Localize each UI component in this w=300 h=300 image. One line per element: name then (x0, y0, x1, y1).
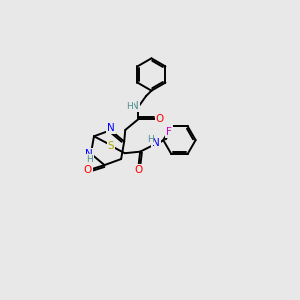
Text: N: N (131, 101, 139, 111)
Text: F: F (166, 127, 172, 136)
Text: S: S (108, 140, 114, 151)
Text: H: H (127, 102, 133, 111)
Text: N: N (152, 138, 160, 148)
Text: O: O (134, 165, 143, 175)
Text: N: N (85, 149, 93, 159)
Text: O: O (156, 114, 164, 124)
Text: H: H (147, 135, 154, 144)
Text: O: O (83, 165, 92, 175)
Text: N: N (107, 123, 115, 133)
Text: H: H (86, 155, 93, 164)
